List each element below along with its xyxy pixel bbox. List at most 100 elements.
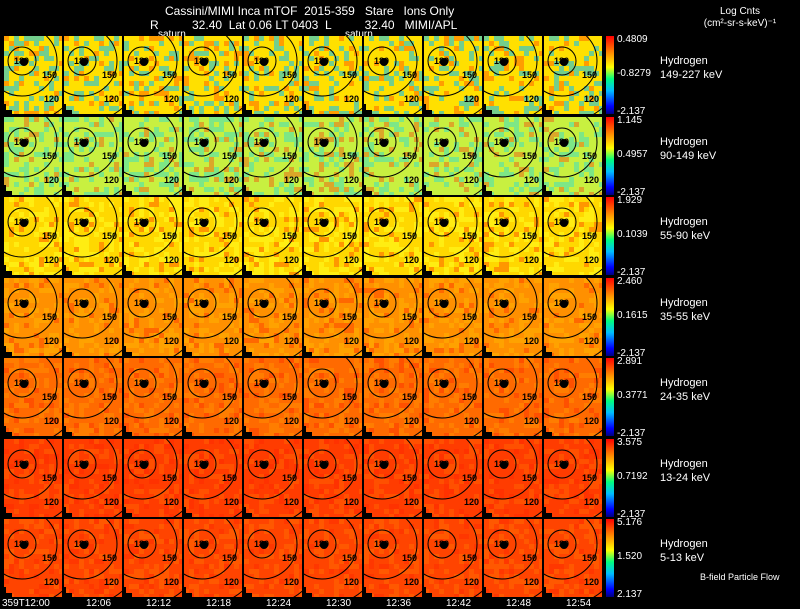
- energy-range: 149-227 keV: [660, 69, 723, 81]
- species-label: Hydrogen 24-35 keV: [660, 376, 710, 404]
- image-tile: 180 150 120: [124, 438, 184, 519]
- svg-text:120: 120: [404, 94, 419, 104]
- image-tile: 180 150 120: [64, 116, 124, 197]
- image-tile: 180 150 120: [304, 438, 364, 519]
- image-tile: 180 150 120: [184, 36, 244, 116]
- image-tile: 180 150 120: [244, 358, 304, 438]
- time-label: 12:36: [386, 598, 412, 609]
- image-tile: 180 150 120: [64, 197, 124, 277]
- image-grid: 180 150 120 180 150 120 180 150 120: [4, 36, 604, 600]
- svg-text:150: 150: [42, 473, 57, 483]
- svg-text:180: 180: [554, 298, 569, 308]
- colorbar-max-label: 1.929: [617, 195, 643, 206]
- svg-text:150: 150: [282, 312, 297, 322]
- image-tile: 180 150 120: [4, 358, 64, 438]
- svg-text:180: 180: [194, 298, 209, 308]
- image-tile: 180 150 120: [304, 277, 364, 358]
- svg-text:180: 180: [314, 56, 329, 66]
- time-label: 12:48: [506, 598, 532, 609]
- units-line-2: (cm²-sr-s-keV)⁻¹: [703, 18, 777, 29]
- svg-text:150: 150: [42, 231, 57, 241]
- svg-text:120: 120: [104, 94, 119, 104]
- colorbar-min-label: -2.137: [617, 106, 646, 117]
- svg-text:120: 120: [524, 416, 539, 426]
- energy-range: 13-24 keV: [660, 471, 711, 484]
- svg-text:150: 150: [582, 312, 597, 322]
- svg-text:120: 120: [224, 497, 239, 507]
- svg-text:150: 150: [162, 312, 177, 322]
- svg-text:120: 120: [524, 255, 539, 265]
- svg-text:150: 150: [582, 231, 597, 241]
- svg-text:120: 120: [344, 416, 359, 426]
- time-label: 12:24: [266, 598, 292, 609]
- image-tile: 180 150 120: [64, 519, 124, 599]
- svg-text:180: 180: [494, 217, 509, 227]
- image-tile: 180 150 120: [424, 36, 484, 116]
- image-tile: 180 150 120: [124, 519, 184, 599]
- colorbar-max-label: 3.575: [617, 436, 643, 448]
- svg-text:180: 180: [434, 56, 449, 66]
- svg-text:180: 180: [374, 298, 389, 308]
- svg-text:180: 180: [434, 378, 449, 388]
- svg-text:150: 150: [522, 392, 537, 402]
- energy-range: 24-35 keV: [660, 391, 711, 403]
- svg-text:150: 150: [162, 473, 177, 483]
- svg-text:120: 120: [404, 255, 419, 265]
- svg-text:180: 180: [374, 217, 389, 227]
- time-label: 359T12:00: [2, 598, 50, 609]
- svg-text:180: 180: [374, 137, 389, 147]
- image-tile: 180 150 120: [184, 519, 244, 599]
- svg-text:180: 180: [134, 378, 149, 388]
- image-tile: 180 150 120: [544, 438, 604, 519]
- colorbar-max-label: 2.460: [617, 275, 643, 287]
- svg-text:180: 180: [14, 459, 29, 469]
- svg-text:120: 120: [344, 94, 359, 104]
- colorbar: [606, 358, 614, 436]
- svg-text:180: 180: [194, 137, 209, 147]
- svg-text:180: 180: [14, 298, 29, 308]
- svg-text:180: 180: [314, 459, 329, 469]
- time-label: 12:42: [446, 598, 472, 609]
- svg-text:150: 150: [222, 392, 237, 402]
- image-tile: 180 150 120: [124, 197, 184, 277]
- svg-text:120: 120: [284, 416, 299, 426]
- image-tile: 180 150 120: [124, 358, 184, 438]
- colorbar: [606, 116, 614, 195]
- image-tile: 180 150 120: [484, 358, 544, 438]
- svg-text:120: 120: [524, 336, 539, 346]
- image-tile: 180 150 120: [184, 358, 244, 438]
- species-label: Hydrogen 90-149 keV: [660, 135, 716, 163]
- species-label: Hydrogen 35-55 keV: [660, 296, 710, 324]
- svg-text:150: 150: [402, 70, 417, 80]
- svg-text:120: 120: [284, 175, 299, 185]
- image-tile: 180 150 120: [124, 116, 184, 197]
- colorbar-mid-label: 1.520: [617, 551, 643, 562]
- colorbar: [606, 438, 614, 517]
- svg-text:180: 180: [554, 137, 569, 147]
- svg-text:150: 150: [522, 70, 537, 80]
- svg-text:120: 120: [584, 336, 599, 346]
- image-tile: 180 150 120: [544, 36, 604, 116]
- svg-text:150: 150: [102, 231, 117, 241]
- energy-range: 90-149 keV: [660, 149, 717, 162]
- image-tile: 180 150 120: [544, 519, 604, 599]
- time-label: 12:30: [326, 598, 352, 609]
- svg-text:120: 120: [104, 416, 119, 426]
- svg-text:180: 180: [374, 56, 389, 66]
- svg-text:150: 150: [582, 392, 597, 402]
- svg-text:180: 180: [314, 137, 329, 147]
- footer-note: B-field Particle Flow: [700, 572, 780, 582]
- svg-text:180: 180: [314, 298, 329, 308]
- energy-range: 35-55 keV: [660, 310, 711, 323]
- image-tile: 180 150 120: [64, 36, 124, 116]
- image-tile: 180 150 120: [484, 277, 544, 358]
- svg-text:120: 120: [584, 416, 599, 426]
- svg-text:120: 120: [44, 497, 59, 507]
- colorbar-max-label: 0.4809: [617, 34, 648, 45]
- image-tile: 180 150 120: [364, 277, 424, 358]
- plot-header: Cassini/MIMI Inca mTOF 2015-359 Stare Io…: [0, 0, 800, 40]
- time-label: 12:12: [146, 598, 172, 609]
- svg-text:180: 180: [554, 217, 569, 227]
- image-tile: 180 150 120: [244, 277, 304, 358]
- svg-text:180: 180: [74, 459, 89, 469]
